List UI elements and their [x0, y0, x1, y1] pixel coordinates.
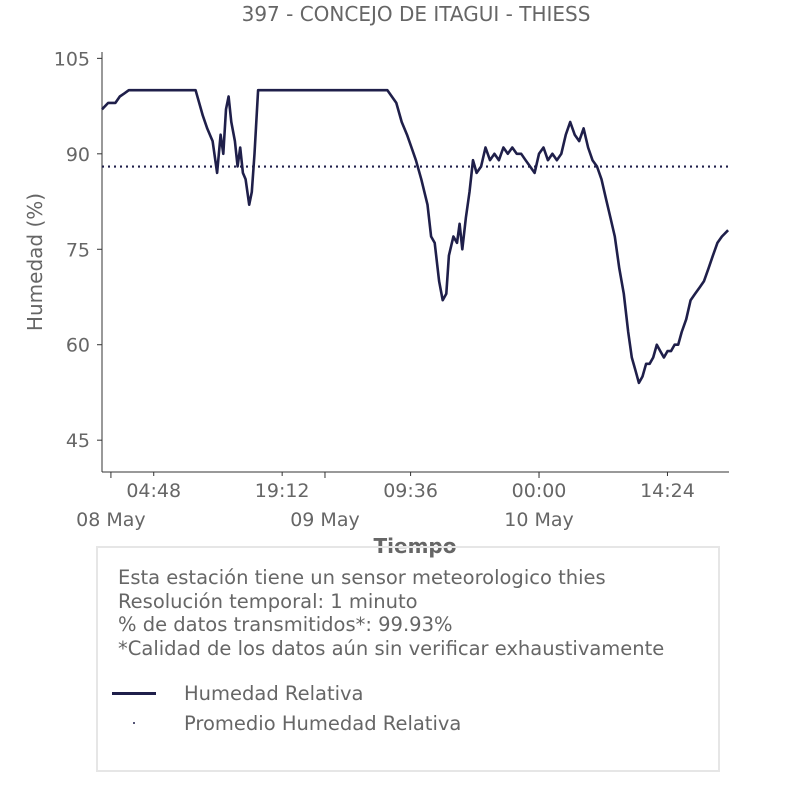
legend-item-promedio: Promedio Humedad Relativa — [112, 709, 461, 737]
legend-label-promedio: Promedio Humedad Relativa — [184, 711, 462, 735]
x-tick-label: 04:48 — [126, 480, 181, 502]
x-tick-label: 00:00 — [512, 480, 567, 502]
y-tick-label: 105 — [54, 48, 90, 70]
humidity-line — [101, 88, 730, 385]
info-sensor: Esta estación tiene un sensor meteorolog… — [118, 566, 606, 589]
info-resolution: Resolución temporal: 1 minuto — [118, 589, 418, 613]
plot-area: 45 60 75 90 105 04:48 19:12 09:36 00:00 14:24 08 M… — [54, 48, 730, 531]
legend-label-humedad: Humedad Relativa — [184, 681, 364, 705]
legend-line-swatch — [112, 679, 156, 707]
x-date-label: 10 May — [504, 509, 574, 531]
x-tick-label: 19:12 — [255, 480, 310, 502]
info-quality-note: *Calidad de los datos aún sin verificar … — [118, 636, 665, 660]
info-transmitted: % de datos transmitidos*: 99.93% — [118, 613, 453, 636]
y-tick-label: 75 — [66, 239, 90, 261]
info-box: Esta estación tiene un sensor meteorolog… — [96, 546, 720, 772]
x-tick-label: 14:24 — [640, 480, 695, 502]
x-date-label: 09 May — [290, 509, 360, 531]
chart-title: 397 - CONCEJO DE ITAGUI - THIESS — [242, 2, 591, 26]
legend-item-humedad: Humedad Relativa — [112, 679, 364, 707]
station-info: Esta estación tiene un sensor meteorolog… — [118, 566, 664, 660]
y-tick-label: 60 — [66, 335, 90, 357]
x-tick-label: 09:36 — [383, 480, 438, 502]
y-tick-label: 45 — [66, 430, 90, 452]
y-axis-title: Humedad (%) — [23, 193, 47, 331]
x-date-label: 08 May — [76, 509, 146, 531]
y-tick-label: 90 — [66, 144, 90, 166]
legend-dot-swatch — [112, 709, 156, 737]
